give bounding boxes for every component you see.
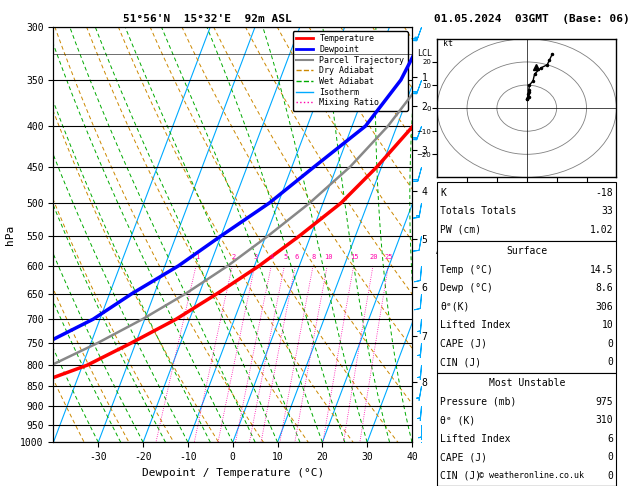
Text: Totals Totals: Totals Totals (440, 207, 516, 216)
Text: 01.05.2024  03GMT  (Base: 06): 01.05.2024 03GMT (Base: 06) (433, 14, 629, 24)
Text: kt: kt (443, 39, 453, 48)
Text: 4: 4 (270, 254, 274, 260)
Text: CIN (J): CIN (J) (440, 471, 481, 481)
Text: 310: 310 (596, 416, 613, 425)
Text: 306: 306 (596, 302, 613, 312)
Text: CAPE (J): CAPE (J) (440, 452, 487, 462)
Text: 51°56'N  15°32'E  92m ASL: 51°56'N 15°32'E 92m ASL (123, 14, 292, 24)
Text: 0: 0 (608, 339, 613, 348)
Text: Surface: Surface (506, 246, 547, 256)
Text: 0: 0 (608, 452, 613, 462)
Text: 15: 15 (350, 254, 359, 260)
Text: 10: 10 (601, 320, 613, 330)
Text: 6: 6 (608, 434, 613, 444)
Text: Pressure (mb): Pressure (mb) (440, 397, 516, 407)
Text: 20: 20 (369, 254, 378, 260)
Text: 14.5: 14.5 (590, 265, 613, 275)
Text: -18: -18 (596, 188, 613, 198)
Text: 6: 6 (294, 254, 298, 260)
Text: 3: 3 (253, 254, 258, 260)
Text: 25: 25 (385, 254, 393, 260)
Text: 1.02: 1.02 (590, 225, 613, 235)
Y-axis label: km
ASL: km ASL (435, 235, 453, 256)
Y-axis label: hPa: hPa (4, 225, 14, 244)
Text: 5: 5 (283, 254, 287, 260)
Text: 8: 8 (312, 254, 316, 260)
Text: 0: 0 (608, 471, 613, 481)
Legend: Temperature, Dewpoint, Parcel Trajectory, Dry Adiabat, Wet Adiabat, Isotherm, Mi: Temperature, Dewpoint, Parcel Trajectory… (293, 31, 408, 110)
Text: 2: 2 (231, 254, 235, 260)
Text: Lifted Index: Lifted Index (440, 434, 511, 444)
Text: Most Unstable: Most Unstable (489, 379, 565, 388)
Text: θᵉ (K): θᵉ (K) (440, 416, 476, 425)
Text: 975: 975 (596, 397, 613, 407)
Text: K: K (440, 188, 446, 198)
Text: PW (cm): PW (cm) (440, 225, 481, 235)
Text: LCL: LCL (418, 49, 432, 58)
Text: 0: 0 (608, 357, 613, 367)
Text: CAPE (J): CAPE (J) (440, 339, 487, 348)
Text: 33: 33 (601, 207, 613, 216)
Text: θᵉ(K): θᵉ(K) (440, 302, 470, 312)
Text: Lifted Index: Lifted Index (440, 320, 511, 330)
X-axis label: Dewpoint / Temperature (°C): Dewpoint / Temperature (°C) (142, 468, 324, 478)
Text: © weatheronline.co.uk: © weatheronline.co.uk (479, 471, 584, 480)
Text: CIN (J): CIN (J) (440, 357, 481, 367)
Text: Dewp (°C): Dewp (°C) (440, 283, 493, 293)
Text: 10: 10 (324, 254, 332, 260)
Text: 8.6: 8.6 (596, 283, 613, 293)
Text: Temp (°C): Temp (°C) (440, 265, 493, 275)
Text: 1: 1 (195, 254, 199, 260)
